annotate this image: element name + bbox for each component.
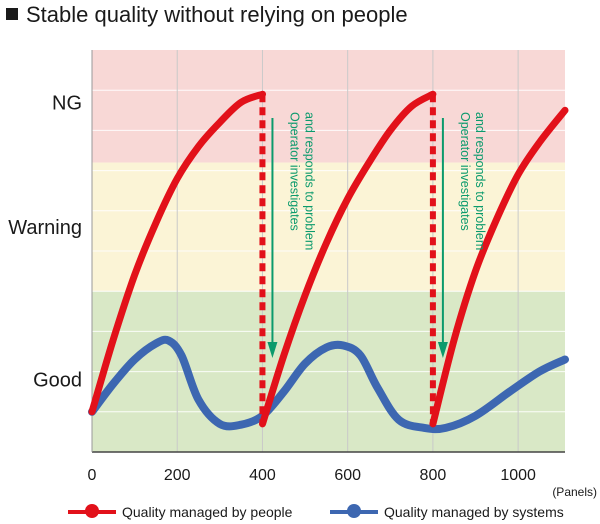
legend-label-systems: Quality managed by systems (384, 504, 564, 520)
annotation-text: and responds to problem (473, 112, 487, 250)
annotation: Operator investigates and responds to pro… (437, 112, 487, 358)
annotation: Operator investigates and responds to pro… (267, 112, 316, 358)
y-level-label-warning: Warning (8, 217, 82, 239)
series-line-people (259, 90, 437, 428)
legend-item-systems: Quality managed by systems (330, 502, 564, 522)
x-tick-label: 800 (420, 467, 447, 484)
x-tick-label: 1000 (500, 467, 536, 484)
y-level-label-ng: NG (52, 92, 82, 114)
annotation-text: and responds to problem (302, 112, 316, 250)
series-line-people (429, 106, 569, 428)
x-tick-label: 600 (334, 467, 361, 484)
chart-title: Stable quality without relying on people (6, 2, 408, 28)
x-tick-label: 200 (164, 467, 191, 484)
y-level-label-good: Good (33, 370, 82, 392)
title-bullet-icon (6, 8, 18, 20)
annotation-arrow-head-icon (267, 342, 278, 358)
legend-swatch-systems (330, 504, 378, 518)
x-tick-label: 400 (249, 467, 276, 484)
zone-ng (92, 50, 565, 163)
legend-swatch-people (68, 504, 116, 518)
chart-title-text: Stable quality without relying on people (26, 2, 408, 27)
annotation-text: Operator investigates (287, 112, 301, 231)
annotation-arrow-head-icon (437, 342, 448, 358)
annotation-text: Operator investigates (458, 112, 472, 231)
series-line-systems (88, 335, 569, 434)
x-tick-label: 0 (88, 467, 97, 484)
legend-label-people: Quality managed by people (122, 504, 293, 520)
series-line-people (88, 90, 266, 416)
chart: 0 200 400 600 800 1000 (Panels) NG Warning Good Op… (8, 50, 597, 499)
x-axis-label: (Panels) (552, 485, 597, 499)
legend-item-people: Quality managed by people (68, 502, 292, 522)
